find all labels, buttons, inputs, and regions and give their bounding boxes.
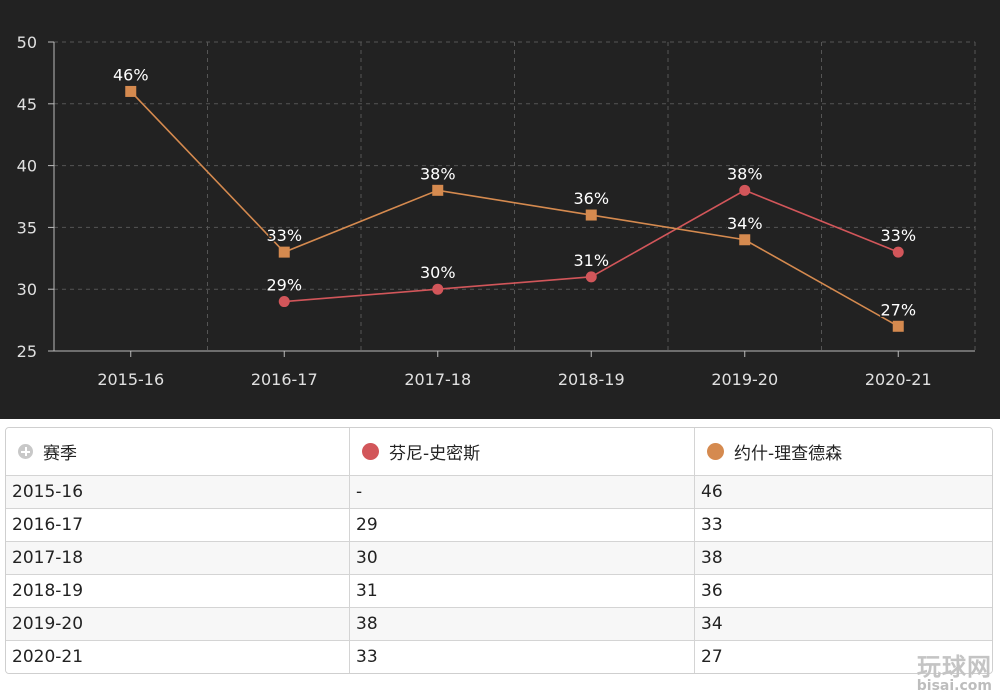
cell-season: 2017-18 (6, 541, 350, 575)
table-row: 2016-17 29 33 (6, 508, 992, 542)
table-row: 2017-18 30 38 (6, 541, 992, 575)
cell-player2: 46 (694, 475, 992, 509)
data-label-2: 38% (420, 164, 456, 183)
cell-player1: - (349, 475, 695, 509)
table-row: 2020-21 33 27 (6, 640, 992, 673)
data-point-1 (892, 246, 904, 258)
cell-player2: 34 (694, 607, 992, 641)
player2-legend-dot-icon (707, 443, 724, 460)
watermark-mark: 玩球网 (917, 653, 992, 681)
cell-player2: 38 (694, 541, 992, 575)
cell-season: 2015-16 (6, 475, 350, 509)
cell-season: 2018-19 (6, 574, 350, 608)
cell-player2: 36 (694, 574, 992, 608)
chart-panel: 25 30 35 40 45 50 2015-16 2016-17 2017-18 2018-19… (0, 0, 1000, 419)
x-tick-label: 2019-20 (711, 370, 778, 389)
x-tick-label: 2020-21 (865, 370, 932, 389)
data-point-2 (892, 320, 904, 332)
data-table: 赛季 芬尼-史密斯 约什-理查德森 (5, 427, 993, 674)
data-label-2: 34% (727, 214, 763, 233)
y-tick-label: 35 (17, 218, 37, 237)
header-season-label: 赛季 (43, 444, 77, 464)
y-tick-label: 25 (17, 342, 37, 361)
data-label-1: 31% (573, 251, 609, 270)
header-player2-label: 约什-理查德森 (734, 444, 843, 464)
cell-player1: 33 (349, 640, 695, 673)
table-row: 2015-16 - 46 (6, 475, 992, 509)
line-chart: 25 30 35 40 45 50 2015-16 2016-17 2017-18 2018-19… (17, 33, 976, 389)
cell-player2: 33 (694, 508, 992, 542)
x-tick-label: 2016-17 (251, 370, 318, 389)
header-season[interactable]: 赛季 (6, 428, 350, 476)
cell-season: 2016-17 (6, 508, 350, 542)
data-point-1 (585, 271, 597, 283)
x-tick-label: 2018-19 (558, 370, 625, 389)
x-tick-label: 2015-16 (97, 370, 164, 389)
data-point-1 (432, 283, 444, 295)
data-point-1 (739, 184, 751, 196)
data-point-2 (585, 209, 597, 221)
header-player1[interactable]: 芬尼-史密斯 (349, 428, 695, 476)
data-label-1: 33% (880, 226, 916, 245)
y-tick-label: 30 (17, 280, 37, 299)
watermark-logo: 玩球网 bisai.com (917, 655, 992, 693)
cell-season: 2019-20 (6, 607, 350, 641)
data-point-1 (278, 296, 290, 308)
cell-player1: 31 (349, 574, 695, 608)
data-label-1: 29% (266, 276, 302, 295)
data-label-1: 38% (727, 164, 763, 183)
data-label-1: 30% (420, 263, 456, 282)
cell-player1: 29 (349, 508, 695, 542)
y-tick-label: 40 (17, 157, 37, 176)
x-tick-label: 2017-18 (404, 370, 471, 389)
cell-player1: 30 (349, 541, 695, 575)
y-tick-label: 45 (17, 95, 37, 114)
cell-player1: 38 (349, 607, 695, 641)
player1-legend-dot-icon (362, 443, 379, 460)
watermark-site: bisai.com (916, 678, 992, 694)
data-label-2: 46% (113, 65, 149, 84)
data-point-2 (278, 246, 290, 258)
series-line-2 (130, 90, 899, 327)
data-point-2 (125, 85, 137, 97)
data-point-2 (432, 184, 444, 196)
plus-circle-icon[interactable] (18, 444, 33, 459)
table-row: 2019-20 38 34 (6, 607, 992, 641)
table-row: 2018-19 31 36 (6, 574, 992, 608)
data-point-2 (739, 234, 751, 246)
table-header-row: 赛季 芬尼-史密斯 约什-理查德森 (6, 428, 992, 476)
y-tick-label: 50 (17, 33, 37, 52)
data-label-2: 27% (880, 300, 916, 319)
cell-player2: 27 (694, 640, 992, 673)
header-player1-label: 芬尼-史密斯 (389, 444, 481, 464)
data-label-2: 33% (266, 226, 302, 245)
data-label-2: 36% (573, 189, 609, 208)
cell-season: 2020-21 (6, 640, 350, 673)
header-player2[interactable]: 约什-理查德森 (694, 428, 992, 476)
